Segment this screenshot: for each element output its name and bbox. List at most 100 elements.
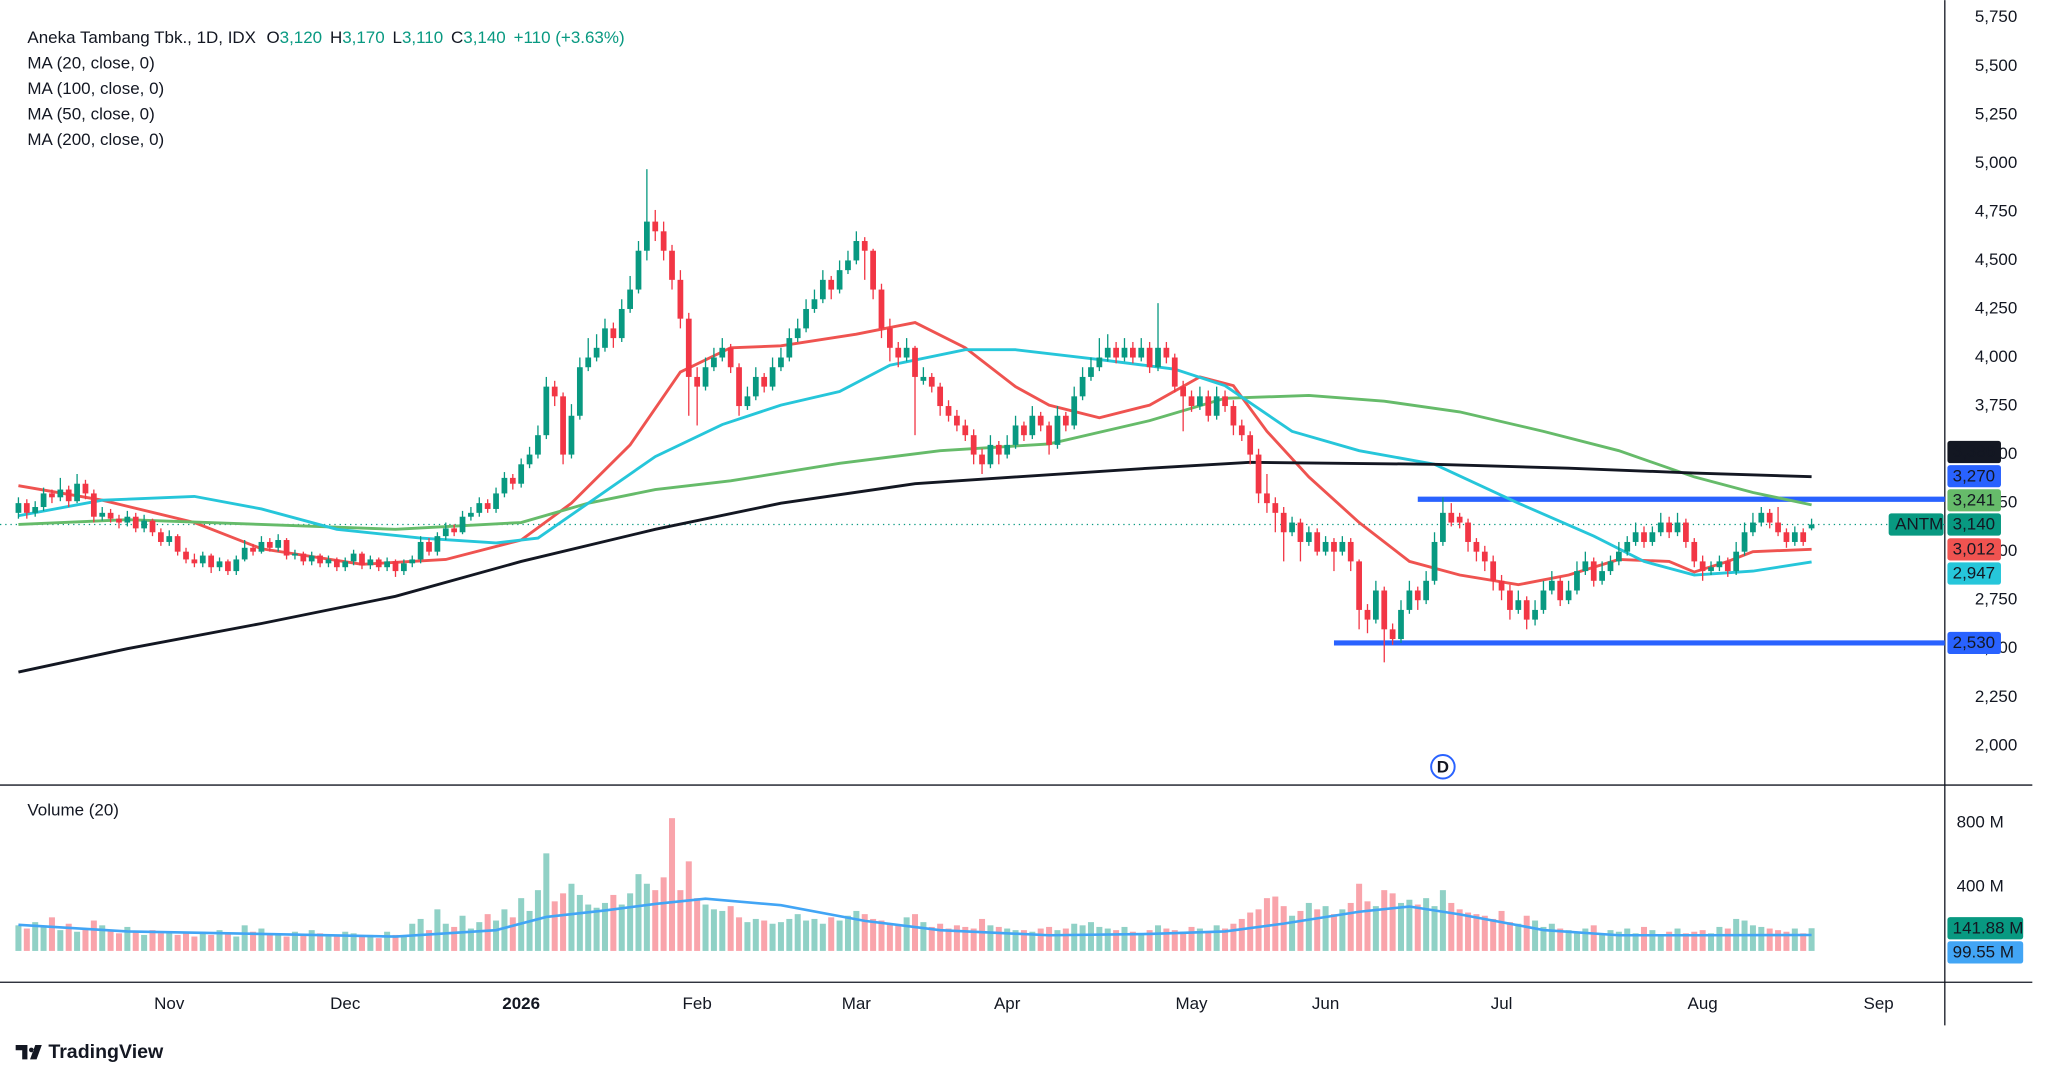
candle-body [509,477,516,484]
candle-body [367,559,374,566]
volume-bar [1532,920,1539,951]
volume-bar [694,898,701,951]
candle-body [987,444,994,465]
volume-bar [1465,912,1472,951]
candle-body [107,512,114,519]
volume-bar [1708,933,1715,951]
volume-bar [719,910,726,951]
ohlc-value: 3,170 [342,29,384,48]
volume-bar [1330,914,1337,951]
candle-body [23,503,30,513]
volume-bar [1582,928,1589,951]
volume-bar [1490,918,1497,951]
volume-bar [1540,926,1547,951]
candle-body [1096,357,1103,368]
volume-bar [65,923,72,951]
volume-bar [618,904,625,951]
candle-body [1289,522,1295,533]
candle-body [1331,541,1337,552]
candle-body [1448,512,1455,523]
volume-bar [115,933,122,951]
volume-bar [1481,915,1488,951]
volume-bar [250,931,257,951]
volume-bar [191,936,198,951]
candle-body [878,289,885,329]
brand-logo[interactable]: TradingView [15,1041,164,1063]
volume-bar [1155,925,1162,951]
volume-bar [1322,906,1329,951]
volume-bar [912,914,919,951]
candle-body [928,376,935,387]
volume-bar [1758,926,1765,951]
volume-bar [886,923,893,951]
volume-bar [216,930,223,951]
volume-bar [1297,910,1304,951]
volume-bar [769,923,776,951]
candle-body [1758,512,1765,523]
volume-bar [241,925,248,951]
volume-bar [1691,931,1698,951]
volume-bar [953,925,960,951]
candle-body [618,308,625,339]
candle-body [543,386,550,436]
volume-bar [736,917,743,951]
candle-body [568,415,575,455]
candle-body [266,541,273,548]
volume-bar [1506,922,1513,951]
candle-body [434,536,441,552]
volume-bar [40,926,47,951]
y-tick-label: 2,250 [1975,687,2017,706]
axis-value-box [1947,513,2001,536]
volume-bar [90,920,97,951]
y-tick-label: 5,000 [1975,153,2017,172]
volume-bar [1205,931,1212,951]
volume-bar [1666,931,1673,951]
volume-bar [157,933,164,951]
volume-bar [962,926,969,951]
volume-bar [166,931,173,951]
candle-body [1733,551,1740,572]
volume-bar [551,901,558,951]
candle-body [1406,590,1413,610]
candle-body [149,520,156,533]
volume-bar [895,925,902,951]
candle-body [1347,541,1354,562]
candle-body [1188,396,1195,407]
candle-body [912,347,918,377]
volume-bar [685,861,692,951]
candle-body [1750,522,1756,533]
candle-body [1280,512,1287,533]
volume-bar [526,910,533,951]
candle-body [727,347,734,368]
volume-bar [878,920,885,951]
candle-body [1213,396,1220,416]
axis-value-label: 3,270 [1953,466,1995,485]
candle-body [719,347,726,358]
volume-bar [1657,934,1664,951]
volume-bar [208,934,215,951]
candle-body [1674,522,1681,533]
volume-bar [1548,923,1555,951]
axis-value-box [1947,631,2001,655]
y-tick-label: 4,750 [1975,201,2017,220]
brand-name: TradingView [48,1041,164,1063]
volume-bar [1800,933,1807,951]
y-tick-label: 5,250 [1975,104,2017,123]
volume-bar [1557,928,1564,951]
brand-icon [15,1044,42,1060]
volume-bar [1163,928,1170,951]
axis-value-box [1947,941,2024,964]
candle-body [535,435,541,455]
candle-body [1724,561,1731,572]
volume-bar [836,920,843,951]
volume-bar [1339,909,1346,951]
candle-body [82,483,89,494]
candle-body [1046,425,1052,445]
volume-bar [258,928,265,951]
candle-body [1666,522,1673,533]
volume-bar [1247,912,1254,951]
volume-bar [1749,925,1756,951]
axis-value-label: 3,012 [1953,539,1995,558]
candle-body [1716,561,1723,568]
axis-value-label: 3,386 [1953,442,1995,461]
